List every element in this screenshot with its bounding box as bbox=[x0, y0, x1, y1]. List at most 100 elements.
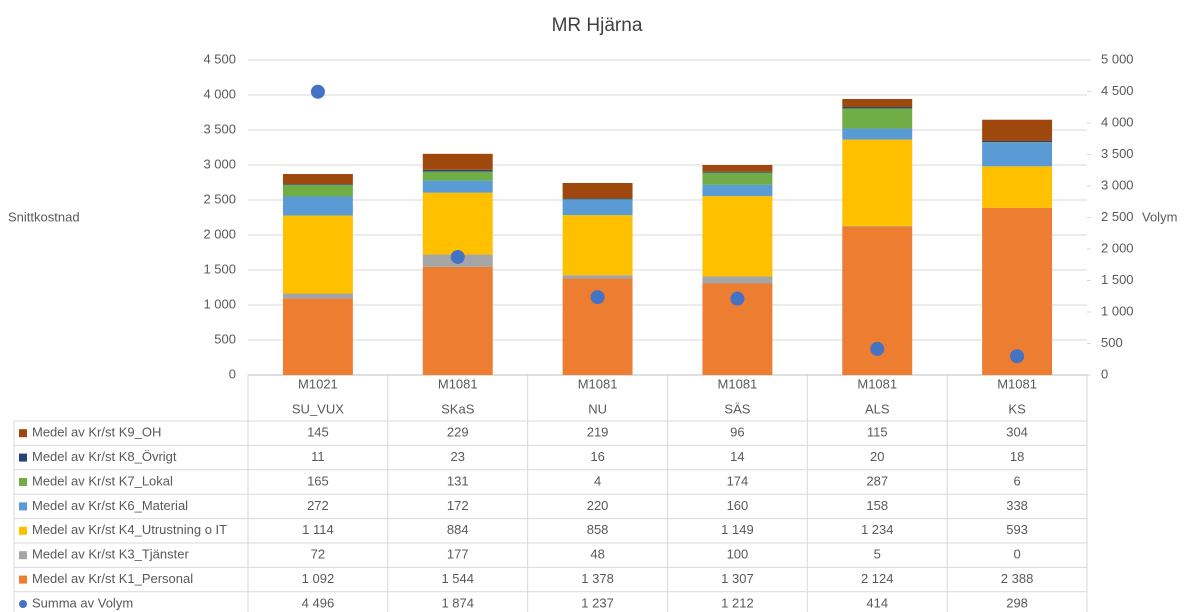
x-tick-label: KS bbox=[1008, 401, 1026, 416]
data-label: 172 bbox=[447, 498, 469, 513]
y-tick-label: 4 500 bbox=[203, 51, 236, 66]
y2-tick-label: 1 500 bbox=[1101, 272, 1134, 287]
data-label: 4 496 bbox=[302, 595, 335, 610]
data-label: 100 bbox=[727, 547, 749, 562]
y2-tick-label: 4 500 bbox=[1101, 83, 1134, 98]
legend-marker bbox=[19, 526, 27, 535]
y2-tick-label: 4 000 bbox=[1101, 114, 1134, 129]
data-label: 131 bbox=[447, 473, 469, 488]
data-label: 304 bbox=[1006, 425, 1028, 440]
x-tick-label: M1081 bbox=[438, 376, 478, 391]
y2-tick-label: 2 000 bbox=[1101, 240, 1134, 255]
x-tick-label: M1081 bbox=[578, 376, 618, 391]
y-tick-label: 500 bbox=[214, 331, 236, 346]
y-tick-label: 0 bbox=[229, 366, 236, 381]
data-label: 1 544 bbox=[441, 571, 474, 586]
legend-label: Medel av Kr/st K3_Tjänster bbox=[32, 547, 189, 562]
volume-marker bbox=[1010, 349, 1025, 364]
bar-segment bbox=[842, 128, 913, 140]
data-label: 219 bbox=[587, 425, 609, 440]
y2-tick-label: 1 000 bbox=[1101, 303, 1134, 318]
volume-marker bbox=[450, 249, 465, 264]
data-label: 1 212 bbox=[721, 595, 754, 610]
data-label: 5 bbox=[874, 547, 881, 562]
bar-segment bbox=[422, 180, 493, 193]
data-label: 165 bbox=[307, 473, 329, 488]
data-label: 158 bbox=[866, 498, 888, 513]
y2-tick-label: 500 bbox=[1101, 335, 1123, 350]
data-label: 414 bbox=[866, 595, 888, 610]
data-label: 72 bbox=[311, 547, 325, 562]
x-tick-label: M1081 bbox=[997, 376, 1037, 391]
data-label: 884 bbox=[447, 522, 469, 537]
data-label: 593 bbox=[1006, 522, 1028, 537]
bar-segment bbox=[282, 184, 353, 185]
bar-segment bbox=[562, 199, 633, 216]
bar-segment bbox=[422, 153, 493, 170]
bar-segment bbox=[702, 184, 773, 197]
y2-axis-label: Volym bbox=[1142, 209, 1177, 224]
bar-segment bbox=[422, 266, 493, 375]
data-label: 220 bbox=[587, 498, 609, 513]
y-axis-label: Snittkostnad bbox=[8, 209, 80, 224]
data-label: 1 237 bbox=[581, 595, 614, 610]
bar-segment bbox=[702, 171, 773, 173]
legend-label: Medel av Kr/st K8_Övrigt bbox=[32, 449, 177, 464]
y2-tick-label: 3 000 bbox=[1101, 177, 1134, 192]
y-tick-label: 3 000 bbox=[203, 156, 236, 171]
bar-segment bbox=[562, 275, 633, 279]
legend-label: Summa av Volym bbox=[32, 595, 133, 610]
volume-marker bbox=[730, 291, 745, 306]
bar-segment bbox=[982, 142, 1053, 167]
y-tick-label: 3 500 bbox=[203, 121, 236, 136]
data-label: 4 bbox=[594, 473, 601, 488]
data-label: 1 149 bbox=[721, 522, 754, 537]
data-label: 0 bbox=[1013, 547, 1020, 562]
data-label: 145 bbox=[307, 425, 329, 440]
y-tick-label: 4 000 bbox=[203, 86, 236, 101]
legend-label: Medel av Kr/st K7_Lokal bbox=[32, 473, 173, 488]
data-label: 229 bbox=[447, 425, 469, 440]
data-label: 48 bbox=[590, 547, 604, 562]
y-tick-label: 2 000 bbox=[203, 226, 236, 241]
data-label: 115 bbox=[867, 425, 888, 440]
data-label: 11 bbox=[311, 449, 325, 464]
data-label: 1 114 bbox=[302, 522, 334, 537]
legend-label: Medel av Kr/st K9_OH bbox=[32, 425, 161, 440]
y-tick-label: 1 000 bbox=[203, 296, 236, 311]
legend-marker bbox=[19, 600, 27, 608]
bar-segment bbox=[842, 98, 913, 108]
bar-segment bbox=[562, 215, 633, 276]
data-label: 858 bbox=[587, 522, 609, 537]
bar-segment bbox=[982, 207, 1053, 375]
legend-label: Medel av Kr/st K4_Utrustning o IT bbox=[32, 522, 227, 537]
legend-marker bbox=[19, 453, 27, 462]
x-tick-label: SU_VUX bbox=[292, 401, 344, 416]
bar-segment bbox=[422, 169, 493, 172]
bar-segment bbox=[842, 139, 913, 226]
data-label: 1 378 bbox=[581, 571, 614, 586]
data-label: 18 bbox=[1010, 449, 1024, 464]
bar-segment bbox=[282, 298, 353, 375]
bar-segment bbox=[422, 192, 493, 255]
data-label: 338 bbox=[1006, 498, 1028, 513]
data-label: 20 bbox=[870, 449, 884, 464]
data-label: 96 bbox=[730, 425, 744, 440]
data-label: 1 092 bbox=[302, 571, 335, 586]
data-label: 2 388 bbox=[1001, 571, 1034, 586]
x-tick-label: SÄS bbox=[724, 401, 750, 416]
x-tick-label: M1021 bbox=[298, 376, 338, 391]
data-label: 177 bbox=[447, 547, 469, 562]
volume-marker bbox=[870, 341, 885, 356]
data-label: 174 bbox=[727, 473, 749, 488]
data-label: 1 307 bbox=[721, 571, 754, 586]
data-label: 160 bbox=[727, 498, 749, 513]
bar-segment bbox=[842, 107, 913, 109]
bar-segment bbox=[842, 108, 913, 129]
y2-tick-label: 5 000 bbox=[1101, 51, 1134, 66]
legend-marker bbox=[19, 502, 27, 511]
bar-segment bbox=[282, 293, 353, 299]
bar-segment bbox=[282, 196, 353, 216]
x-tick-label: M1081 bbox=[718, 376, 758, 391]
